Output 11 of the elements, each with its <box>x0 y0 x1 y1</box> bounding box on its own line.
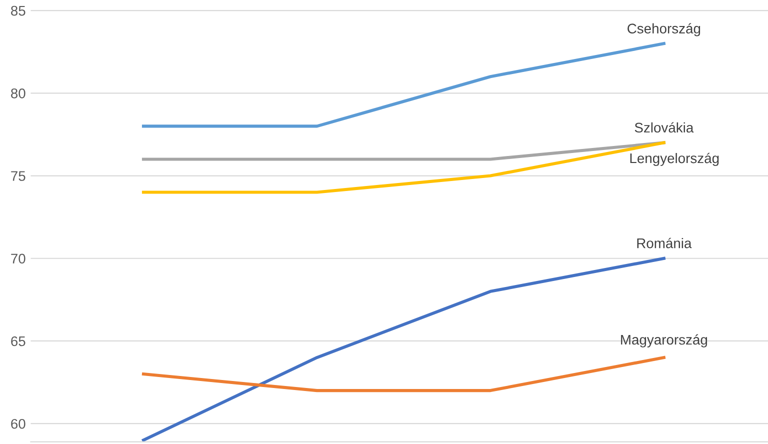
y-tick-label: 80 <box>11 88 26 98</box>
y-tick-label: 70 <box>11 254 26 264</box>
series-label: Magyarország <box>621 334 708 348</box>
y-tick-label: 75 <box>11 171 26 181</box>
series-label: Lengyelország <box>630 152 719 166</box>
y-tick-label: 85 <box>11 6 26 16</box>
series-label: Szlovákia <box>634 122 694 133</box>
series-label: Románia <box>637 238 692 248</box>
series-label: Csehország <box>628 23 700 36</box>
y-tick-label: 65 <box>11 336 26 346</box>
y-tick-label: 60 <box>11 418 26 429</box>
